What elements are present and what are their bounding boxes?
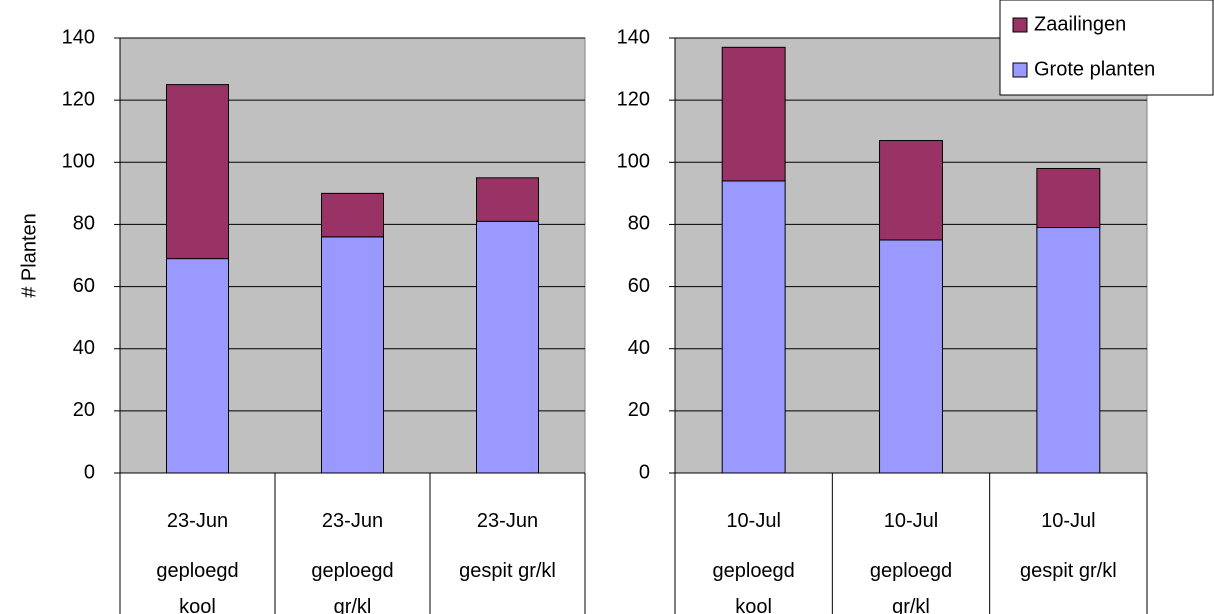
- y-tick-label: 0: [84, 461, 95, 483]
- y-tick-label: 100: [617, 151, 650, 173]
- legend-swatch: [1012, 62, 1028, 78]
- y-tick-label: 120: [62, 88, 95, 110]
- category-name: gespit gr/kl: [459, 560, 556, 582]
- y-tick-label: 80: [73, 213, 95, 235]
- y-tick-label: 120: [617, 88, 650, 110]
- category-label: 10-Jul gespit gr/kl: [990, 0, 1147, 614]
- bar-segment: [166, 84, 229, 260]
- y-tick-label: 40: [73, 337, 95, 359]
- y-tick-label: 60: [73, 275, 95, 297]
- category-label: 10-Jul geploegd kool: [675, 0, 832, 614]
- category-date: 10-Jul: [883, 510, 939, 532]
- y-tick-label: 40: [628, 337, 650, 359]
- legend-label: Zaailingen: [1034, 13, 1126, 35]
- category-name: geploegd kool: [156, 560, 239, 614]
- category-name: geploegd kool: [712, 560, 795, 614]
- category-date: 23-Jun: [321, 510, 384, 532]
- y-tick-label: 20: [628, 399, 650, 421]
- bar-segment: [879, 140, 943, 241]
- category-label: 23-Jun geploegd gr/kl: [275, 0, 430, 614]
- category-date: 23-Jun: [166, 510, 229, 532]
- category-name: gespit gr/kl: [1019, 560, 1117, 582]
- y-axis-label: # Planten: [18, 213, 40, 298]
- y-tick-label: 20: [73, 399, 95, 421]
- bar-segment: [476, 220, 539, 474]
- category-date: 10-Jul: [1041, 510, 1096, 532]
- bar-segment: [1036, 168, 1101, 229]
- category-date: 23-Jun: [476, 510, 539, 532]
- category-name: geploegd gr/kl: [869, 560, 953, 614]
- bar-segment: [476, 177, 539, 222]
- category-name: geploegd gr/kl: [311, 560, 394, 614]
- category-label: 23-Jun geploegd kool: [120, 0, 275, 614]
- bar-segment: [721, 46, 786, 182]
- legend-box: [999, 0, 1214, 96]
- bar-segment: [321, 192, 384, 238]
- bar-segment: [321, 236, 384, 474]
- bar-segment: [166, 258, 229, 474]
- y-tick-label: 140: [617, 26, 650, 48]
- y-tick-label: 60: [628, 275, 650, 297]
- y-tick-label: 0: [639, 461, 650, 483]
- legend-label: Grote planten: [1034, 58, 1155, 80]
- category-label: 10-Jul geploegd gr/kl: [832, 0, 989, 614]
- y-tick-label: 100: [62, 151, 95, 173]
- legend-swatch: [1012, 17, 1028, 33]
- category-date: 10-Jul: [726, 510, 781, 532]
- bar-segment: [879, 239, 943, 474]
- y-tick-label: 140: [62, 26, 95, 48]
- bar-segment: [721, 180, 786, 474]
- y-tick-label: 80: [628, 213, 650, 235]
- category-label: 23-Jun gespit gr/kl: [430, 0, 585, 614]
